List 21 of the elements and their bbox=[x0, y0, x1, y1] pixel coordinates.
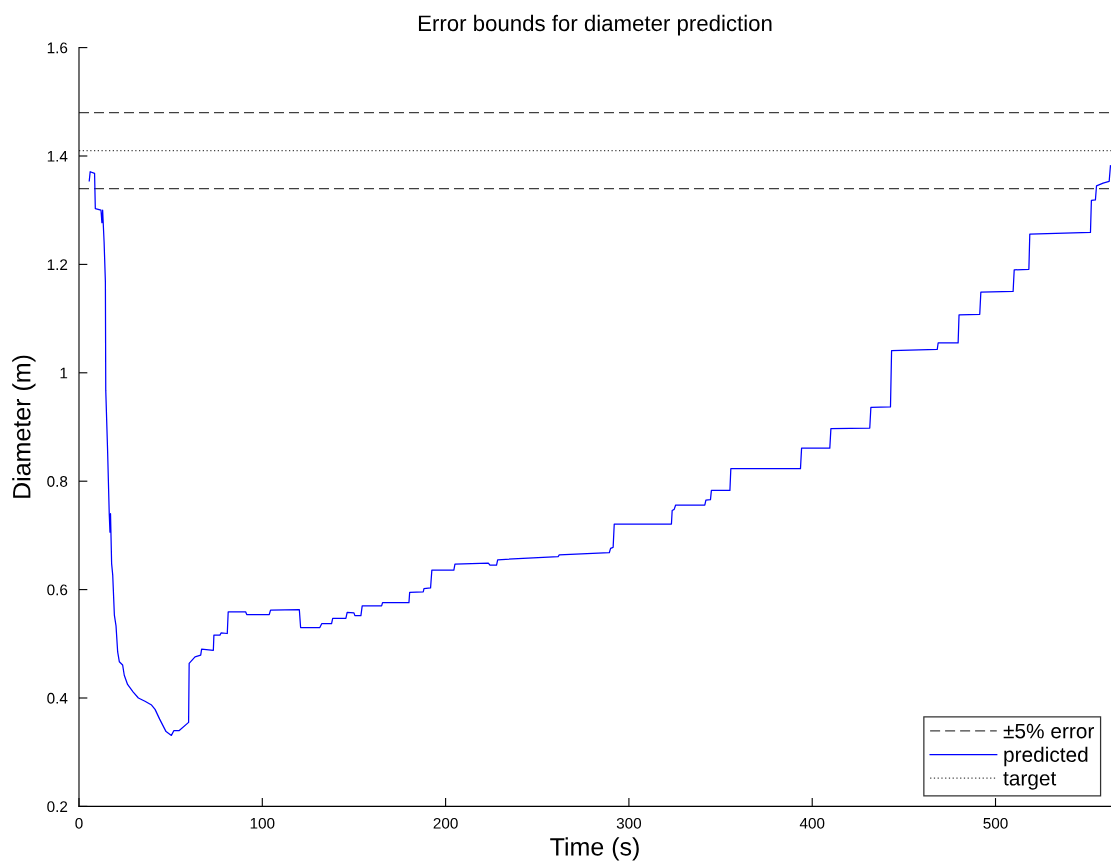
x-axis-title: Time (s) bbox=[550, 837, 639, 861]
y-tick-label: 0.2 bbox=[47, 801, 68, 813]
y-axis-title: Diameter (m) bbox=[12, 355, 36, 498]
legend-label: target bbox=[1003, 771, 1057, 790]
y-tick-label: 0.8 bbox=[47, 476, 68, 487]
y-tick-label: 0.6 bbox=[47, 584, 68, 596]
x-tick-label: 100 bbox=[250, 817, 275, 829]
chart-title: Error bounds for diameter prediction bbox=[418, 14, 772, 36]
x-tick-label: 300 bbox=[616, 817, 642, 829]
x-tick-label: 500 bbox=[983, 817, 1008, 829]
y-tick-label: 1.4 bbox=[47, 151, 68, 162]
y-tick-label: 1 bbox=[60, 367, 68, 379]
x-tick-label: 0 bbox=[75, 817, 83, 829]
legend-label: ±5% error bbox=[1003, 723, 1094, 739]
y-tick-label: 1.6 bbox=[47, 42, 68, 54]
y-tick-label: 1.2 bbox=[47, 259, 68, 270]
legend-label: predicted bbox=[1004, 746, 1088, 767]
line-series bbox=[88, 165, 1111, 737]
x-tick-label: 400 bbox=[799, 817, 825, 829]
x-tick-label: 200 bbox=[433, 817, 458, 829]
y-tick-label: 0.4 bbox=[47, 692, 68, 704]
